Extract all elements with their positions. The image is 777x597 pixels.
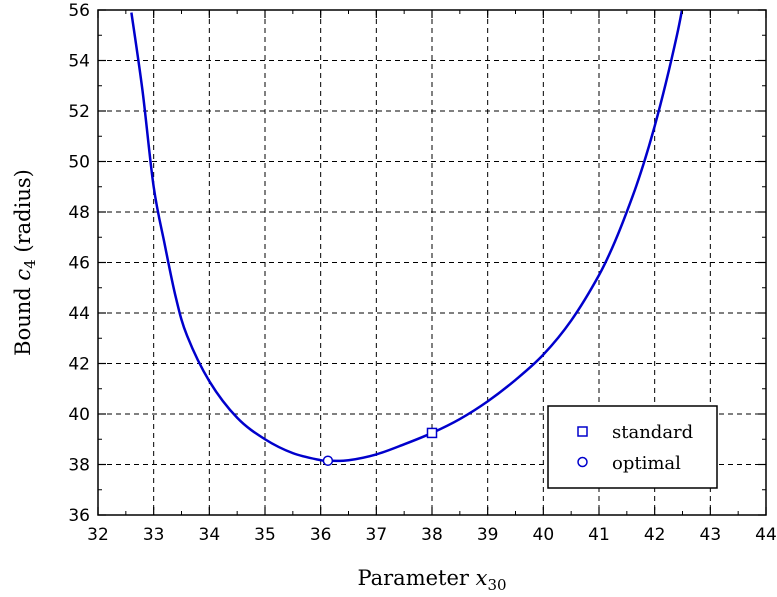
x-tick-label: 37: [366, 525, 388, 545]
x-tick-label: 43: [700, 525, 722, 545]
marker-optimal: [322, 455, 334, 466]
y-tick-label: 56: [68, 1, 90, 21]
legend-label-optimal: optimal: [612, 453, 681, 474]
y-tick-label: 40: [68, 405, 90, 425]
y-axis-title: Bound c4 (radius): [11, 169, 39, 356]
y-tick-label: 42: [68, 355, 90, 375]
marker-standard: [426, 427, 438, 439]
y-tick-label: 36: [68, 506, 90, 526]
series-curve: [130, 10, 684, 463]
x-tick-label: 38: [421, 525, 443, 545]
y-tick-label: 46: [68, 254, 90, 274]
y-tick-labels: 36 38 40 42 44 46 48 50 52 54 56: [68, 1, 90, 526]
y-tick-label: 52: [68, 102, 90, 122]
x-tick-label: 33: [143, 525, 165, 545]
grid-lines: [98, 10, 766, 515]
y-tick-label: 48: [68, 203, 90, 223]
x-tick-label: 41: [588, 525, 610, 545]
x-tick-label: 35: [254, 525, 276, 545]
x-tick-label: 40: [533, 525, 555, 545]
y-tick-label: 50: [68, 153, 90, 173]
y-tick-label: 44: [68, 304, 90, 324]
legend-label-standard: standard: [612, 422, 693, 443]
x-tick-label: 44: [755, 525, 777, 545]
axis-ticks: [97, 9, 767, 516]
y-tick-label: 54: [68, 52, 90, 72]
y-tick-label: 38: [68, 456, 90, 476]
series-line-0: [130, 10, 684, 463]
x-tick-label: 34: [199, 525, 221, 545]
legend-square-marker: [577, 426, 588, 437]
x-tick-label: 36: [310, 525, 332, 545]
x-tick-labels: 32 33 34 35 36 37 38 39 40 41 42 43 44: [87, 525, 777, 545]
x-tick-label: 42: [644, 525, 666, 545]
x-axis-title: Parameter x30: [357, 566, 506, 594]
data-markers: [322, 427, 438, 466]
legend-box: [547, 405, 718, 489]
legend: standard optimal: [547, 405, 718, 489]
x-tick-label: 32: [87, 525, 109, 545]
legend-circle-marker: [577, 456, 588, 468]
x-tick-label: 39: [477, 525, 499, 545]
